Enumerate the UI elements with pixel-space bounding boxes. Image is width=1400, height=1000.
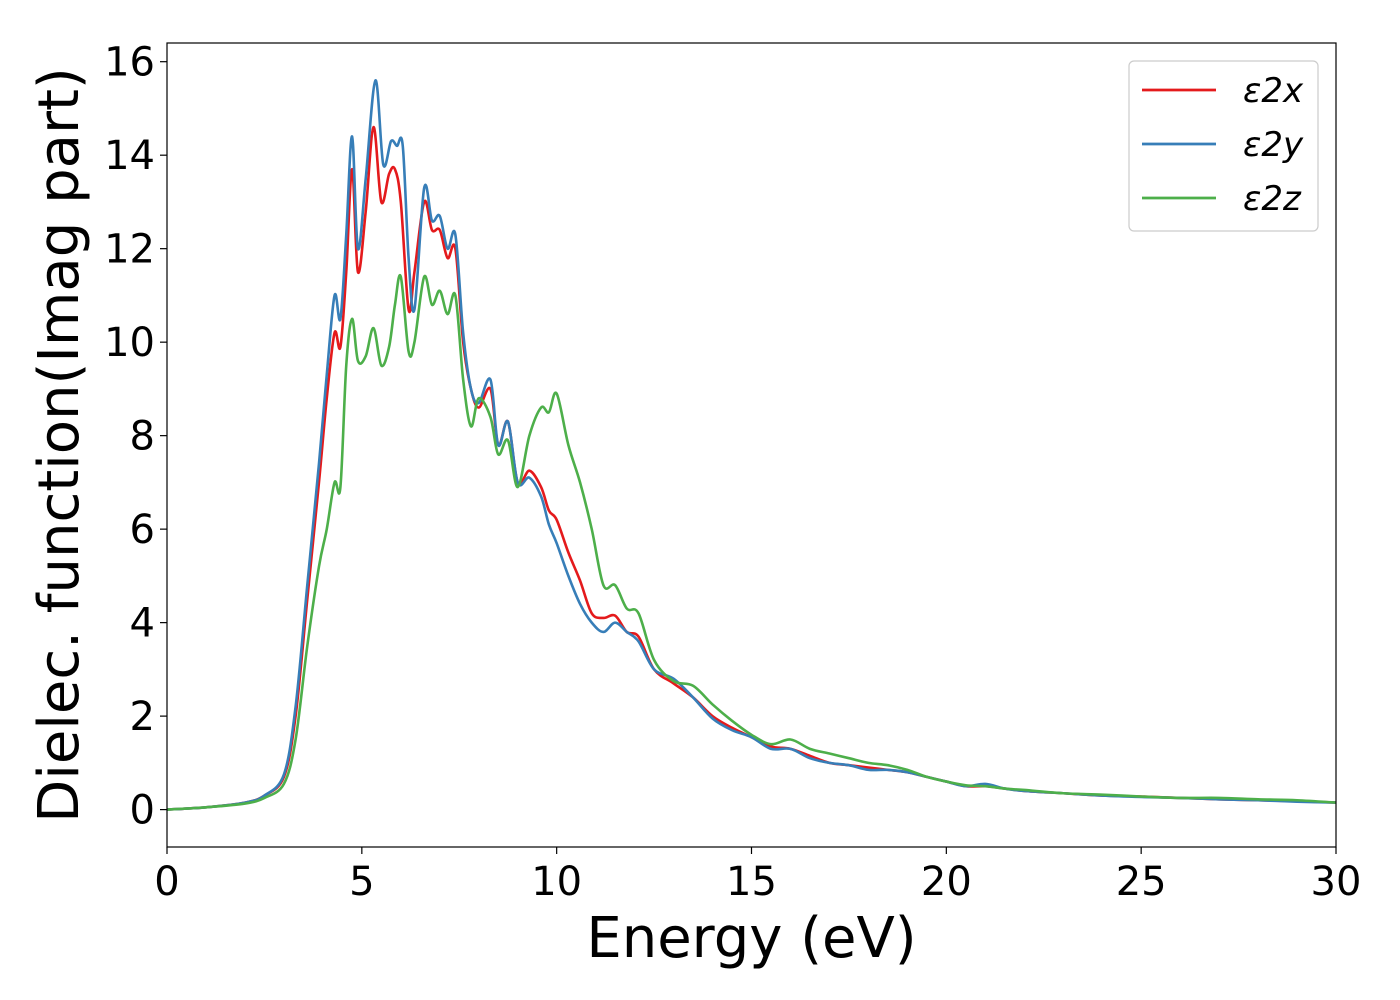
x-tick-label: 5 [349,859,374,905]
legend-label: ε2x [1243,71,1304,111]
x-tick-label: 30 [1311,859,1362,905]
x-tick-label: 0 [154,859,179,905]
legend-box [1128,60,1319,232]
legend: ε2x ε2y ε2z [1128,60,1319,232]
y-tick-label: 2 [130,694,155,740]
y-tick-label: 12 [104,227,155,273]
x-axis-label: Energy (eV) [586,906,916,971]
y-tick-label: 4 [130,601,155,647]
x-axis-ticks: 0 5 10 15 20 25 30 [154,847,1361,905]
y-axis-label: Dielec. function(Imag part) [27,67,92,823]
series-line-3 [167,273,1336,811]
y-tick-label: 10 [104,320,155,366]
x-tick-label: 10 [531,859,582,905]
y-tick-label: 16 [104,40,155,86]
legend-label: ε2y [1243,125,1304,165]
y-tick-label: 6 [130,507,155,553]
legend-label: ε2z [1243,179,1302,219]
x-tick-label: 15 [726,859,777,905]
y-axis-ticks: 0 2 4 6 8 10 12 14 16 [104,40,167,834]
x-tick-label: 25 [1116,859,1167,905]
y-tick-label: 14 [104,133,155,179]
y-tick-label: 0 [130,788,155,834]
plot-lines [167,79,1336,811]
x-tick-label: 20 [921,859,972,905]
y-tick-label: 8 [130,414,155,460]
